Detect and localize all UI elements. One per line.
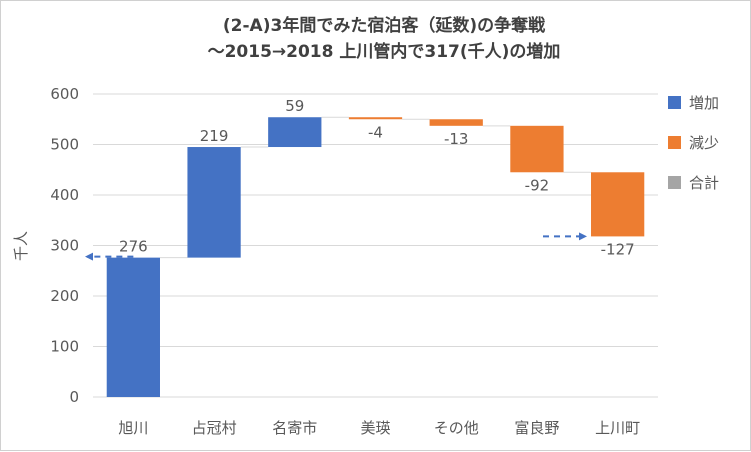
category-label: その他 [434,419,479,437]
data-labels: 276 219 59 -4 -13 -92 -127 [119,97,635,258]
category-labels: 旭川 占冠村 名寄市 美瑛 その他 富良野 上川町 [118,419,640,437]
total-arrows [85,232,588,261]
y-tick-label: 200 [50,287,79,305]
chart-title-line1: (2-A)3年間でみた宿泊客（延数)の争奪戦 [223,15,546,36]
bar-富良野 [510,125,564,173]
legend-swatch [668,136,681,149]
data-label: -4 [368,123,383,141]
data-label: -92 [525,176,550,194]
data-label: 59 [285,97,304,115]
bar-占冠村 [187,147,241,258]
y-tick-label: 100 [50,338,79,356]
y-axis-label: 千人 [12,231,30,261]
y-tick-label: 400 [50,186,79,204]
bar-その他 [429,119,483,126]
legend-swatch [668,176,681,189]
y-axis-ticks: 0 100 200 300 400 500 600 [50,85,79,406]
category-label: 占冠村 [192,419,237,437]
category-label: 旭川 [118,419,148,437]
bar-名寄市 [268,117,322,148]
bar-旭川 [106,257,160,397]
category-label: 美瑛 [360,419,390,437]
category-label: 上川町 [595,419,640,437]
legend-label: 合計 [689,174,719,192]
chart-title-line2: ～2015→2018 上川管内で317(千人)の増加 [208,41,561,62]
bar-美瑛 [348,117,403,120]
data-label: 219 [200,127,229,145]
category-label: 富良野 [514,419,559,437]
category-label: 名寄市 [272,419,317,437]
legend-label: 減少 [689,134,719,152]
gridlines [93,93,658,398]
data-label: 276 [119,238,148,256]
bars [106,117,645,397]
y-tick-label: 0 [69,388,79,406]
legend-swatch [668,96,681,109]
connector-lines [159,116,592,259]
data-label: -13 [444,130,469,148]
y-tick-label: 300 [50,237,79,255]
y-tick-label: 500 [50,136,79,154]
legend-label: 増加 [689,94,719,112]
y-tick-label: 600 [50,85,79,103]
data-label: -127 [601,240,635,258]
bar-上川町 [591,172,645,237]
